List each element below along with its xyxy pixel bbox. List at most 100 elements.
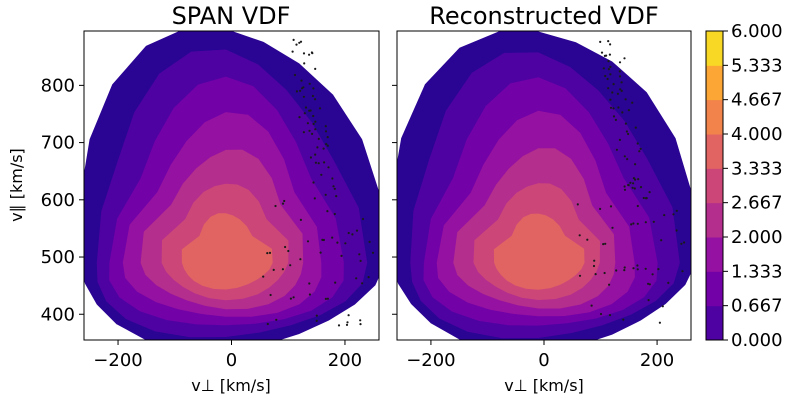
sample-marker: [636, 222, 639, 225]
sample-marker: [648, 191, 651, 194]
sample-marker: [617, 106, 620, 109]
sample-marker: [315, 319, 318, 322]
sample-marker: [351, 233, 354, 236]
sample-marker: [300, 79, 303, 82]
sample-marker: [639, 186, 643, 189]
sample-marker: [281, 202, 285, 205]
sample-marker: [269, 293, 272, 297]
sample-marker: [312, 114, 315, 118]
sample-marker: [644, 221, 647, 224]
sample-marker: [616, 92, 620, 95]
sample-marker: [648, 283, 651, 286]
sample-marker: [299, 40, 303, 43]
sample-marker: [667, 281, 670, 284]
sample-marker: [642, 196, 645, 200]
colorbar-band: [706, 168, 723, 204]
sample-marker: [331, 177, 334, 180]
sample-marker: [618, 138, 622, 141]
sample-marker: [361, 282, 364, 285]
sample-marker: [308, 53, 311, 56]
colorbar-band: [706, 202, 723, 238]
sample-marker: [367, 276, 370, 279]
sample-marker: [627, 184, 630, 187]
sample-marker: [612, 107, 615, 110]
sample-marker: [314, 120, 317, 123]
y-tick-label: 700: [41, 133, 75, 154]
sample-marker: [625, 130, 629, 133]
span-vdf-axis-ticks: −200 0 200 400 500 600 700 800: [41, 75, 363, 371]
sample-marker: [326, 210, 329, 213]
sample-marker: [326, 144, 329, 147]
x-tick-label: 200: [328, 350, 362, 371]
sample-marker: [322, 238, 325, 242]
sample-marker: [324, 297, 327, 300]
sample-marker: [608, 53, 612, 56]
sample-marker: [576, 203, 579, 206]
sample-marker: [594, 273, 597, 276]
sample-marker: [632, 177, 636, 180]
sample-marker: [614, 118, 618, 121]
sample-marker: [636, 268, 639, 271]
sample-marker: [606, 77, 609, 81]
sample-marker: [629, 181, 632, 184]
sample-marker: [644, 267, 647, 270]
sample-marker: [295, 43, 298, 46]
sample-marker: [652, 220, 655, 223]
sample-marker: [620, 89, 623, 92]
colorbar-band: [706, 31, 723, 66]
sample-marker: [311, 132, 314, 135]
sample-marker: [633, 187, 636, 190]
sample-marker: [281, 268, 284, 271]
sample-marker: [683, 241, 686, 244]
sample-marker: [623, 266, 626, 269]
sample-marker: [326, 136, 329, 139]
sample-marker: [299, 89, 302, 92]
sample-marker: [592, 264, 596, 268]
sample-marker: [314, 67, 317, 70]
sample-marker: [619, 88, 622, 91]
sample-marker: [611, 91, 614, 94]
sample-marker: [326, 297, 329, 300]
sample-marker: [632, 222, 635, 225]
sample-marker: [292, 296, 295, 299]
sample-marker: [661, 305, 664, 308]
sample-marker: [315, 314, 318, 317]
sample-marker: [314, 128, 317, 131]
contour-band: [493, 213, 585, 290]
reconstructed-vdf-sample-markers: [576, 40, 686, 324]
x-tick-label: −200: [93, 350, 142, 371]
colorbar-band: [706, 237, 723, 272]
sample-marker: [325, 143, 328, 146]
sample-marker: [303, 62, 306, 65]
sample-marker: [284, 245, 287, 249]
sample-marker: [308, 293, 311, 296]
sample-marker: [283, 199, 286, 203]
sample-marker: [612, 83, 615, 86]
colorbar: 0.000 0.667 1.333 2.000 2.667 3.333 4.000 4.667…: [705, 21, 783, 351]
sample-marker: [299, 258, 302, 261]
sample-marker: [320, 173, 323, 176]
sample-marker: [599, 207, 602, 210]
sample-marker: [322, 147, 325, 150]
sample-marker: [672, 213, 675, 216]
sample-marker: [657, 268, 660, 271]
sample-marker: [609, 205, 613, 208]
colorbar-tick-label: 1.333: [731, 261, 783, 282]
span-vdf-sample-markers: [262, 38, 375, 327]
sample-marker: [275, 318, 278, 321]
sample-marker: [607, 68, 611, 71]
colorbar-tick-label: 2.000: [731, 227, 783, 248]
x-tick-label: 200: [640, 350, 674, 371]
sample-marker: [636, 204, 639, 208]
sample-marker: [623, 155, 626, 158]
sample-marker: [593, 259, 596, 262]
y-tick-label: 600: [41, 190, 75, 211]
sample-marker: [289, 297, 292, 300]
sample-marker: [293, 73, 297, 77]
sample-marker: [319, 251, 322, 254]
sample-marker: [331, 236, 334, 239]
colorbar-tick-label: 3.333: [731, 158, 783, 179]
sample-marker: [335, 195, 338, 198]
span-vdf-title: SPAN VDF: [172, 2, 291, 30]
colorbar-tick-label: 6.000: [731, 21, 783, 42]
